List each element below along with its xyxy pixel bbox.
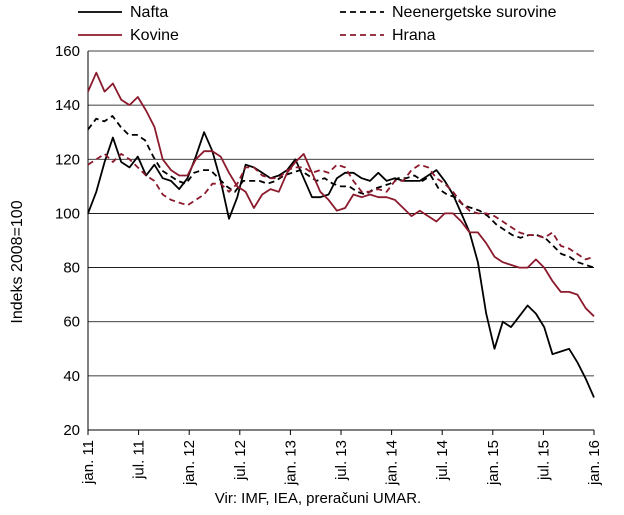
x-tick-label: jan. 16 — [586, 440, 603, 486]
x-tick-label: jan. 15 — [485, 440, 502, 486]
plot-frame — [87, 51, 594, 431]
x-tick-label: jul. 13 — [333, 440, 350, 481]
legend-label: Neenergetske surovine — [392, 4, 557, 21]
legend: Nafta Neenergetske surovine Kovine Hrana — [78, 4, 557, 44]
series-line-hrana — [87, 152, 595, 261]
y-tick-label: 140 — [55, 97, 80, 114]
legend-label: Kovine — [130, 27, 179, 44]
y-tick-label: 60 — [63, 314, 80, 331]
x-tick-label: jul. 15 — [535, 440, 552, 481]
source-note: Vir: IMF, IEA, preračuni UMAR. — [215, 490, 421, 507]
gridlines — [88, 50, 594, 377]
series-layer — [87, 71, 595, 398]
y-axis-title: Indeks 2008=100 — [9, 200, 26, 323]
x-tick-label: jul. 11 — [131, 440, 148, 480]
y-tick-label: 80 — [63, 260, 80, 277]
y-tick-labels: 20 40 60 80 100 120 140 160 — [55, 43, 80, 439]
x-tick-label: jan. 13 — [282, 440, 299, 486]
series-line-neenergetske-surovine — [87, 115, 595, 269]
x-tick-label: jan. 12 — [181, 440, 198, 486]
y-tick-label: 40 — [63, 368, 80, 385]
x-tick-label: jan. 14 — [384, 440, 401, 486]
x-tick-label: jul. 14 — [434, 440, 451, 481]
series-line-nafta — [87, 131, 595, 398]
legend-label: Nafta — [130, 4, 168, 21]
y-tick-label: 160 — [55, 43, 80, 60]
x-tick-label: jan. 11 — [80, 440, 97, 485]
x-tick-labels: jan. 11 jul. 11 jan. 12 jul. 12 jan. 13 jul. … — [80, 430, 603, 486]
y-tick-label: 20 — [63, 422, 80, 439]
legend-label: Hrana — [392, 27, 436, 44]
x-tick-label: jul. 12 — [232, 440, 249, 481]
series-line-kovine — [87, 71, 595, 317]
y-tick-label: 100 — [55, 205, 80, 222]
y-tick-label: 120 — [55, 151, 80, 168]
